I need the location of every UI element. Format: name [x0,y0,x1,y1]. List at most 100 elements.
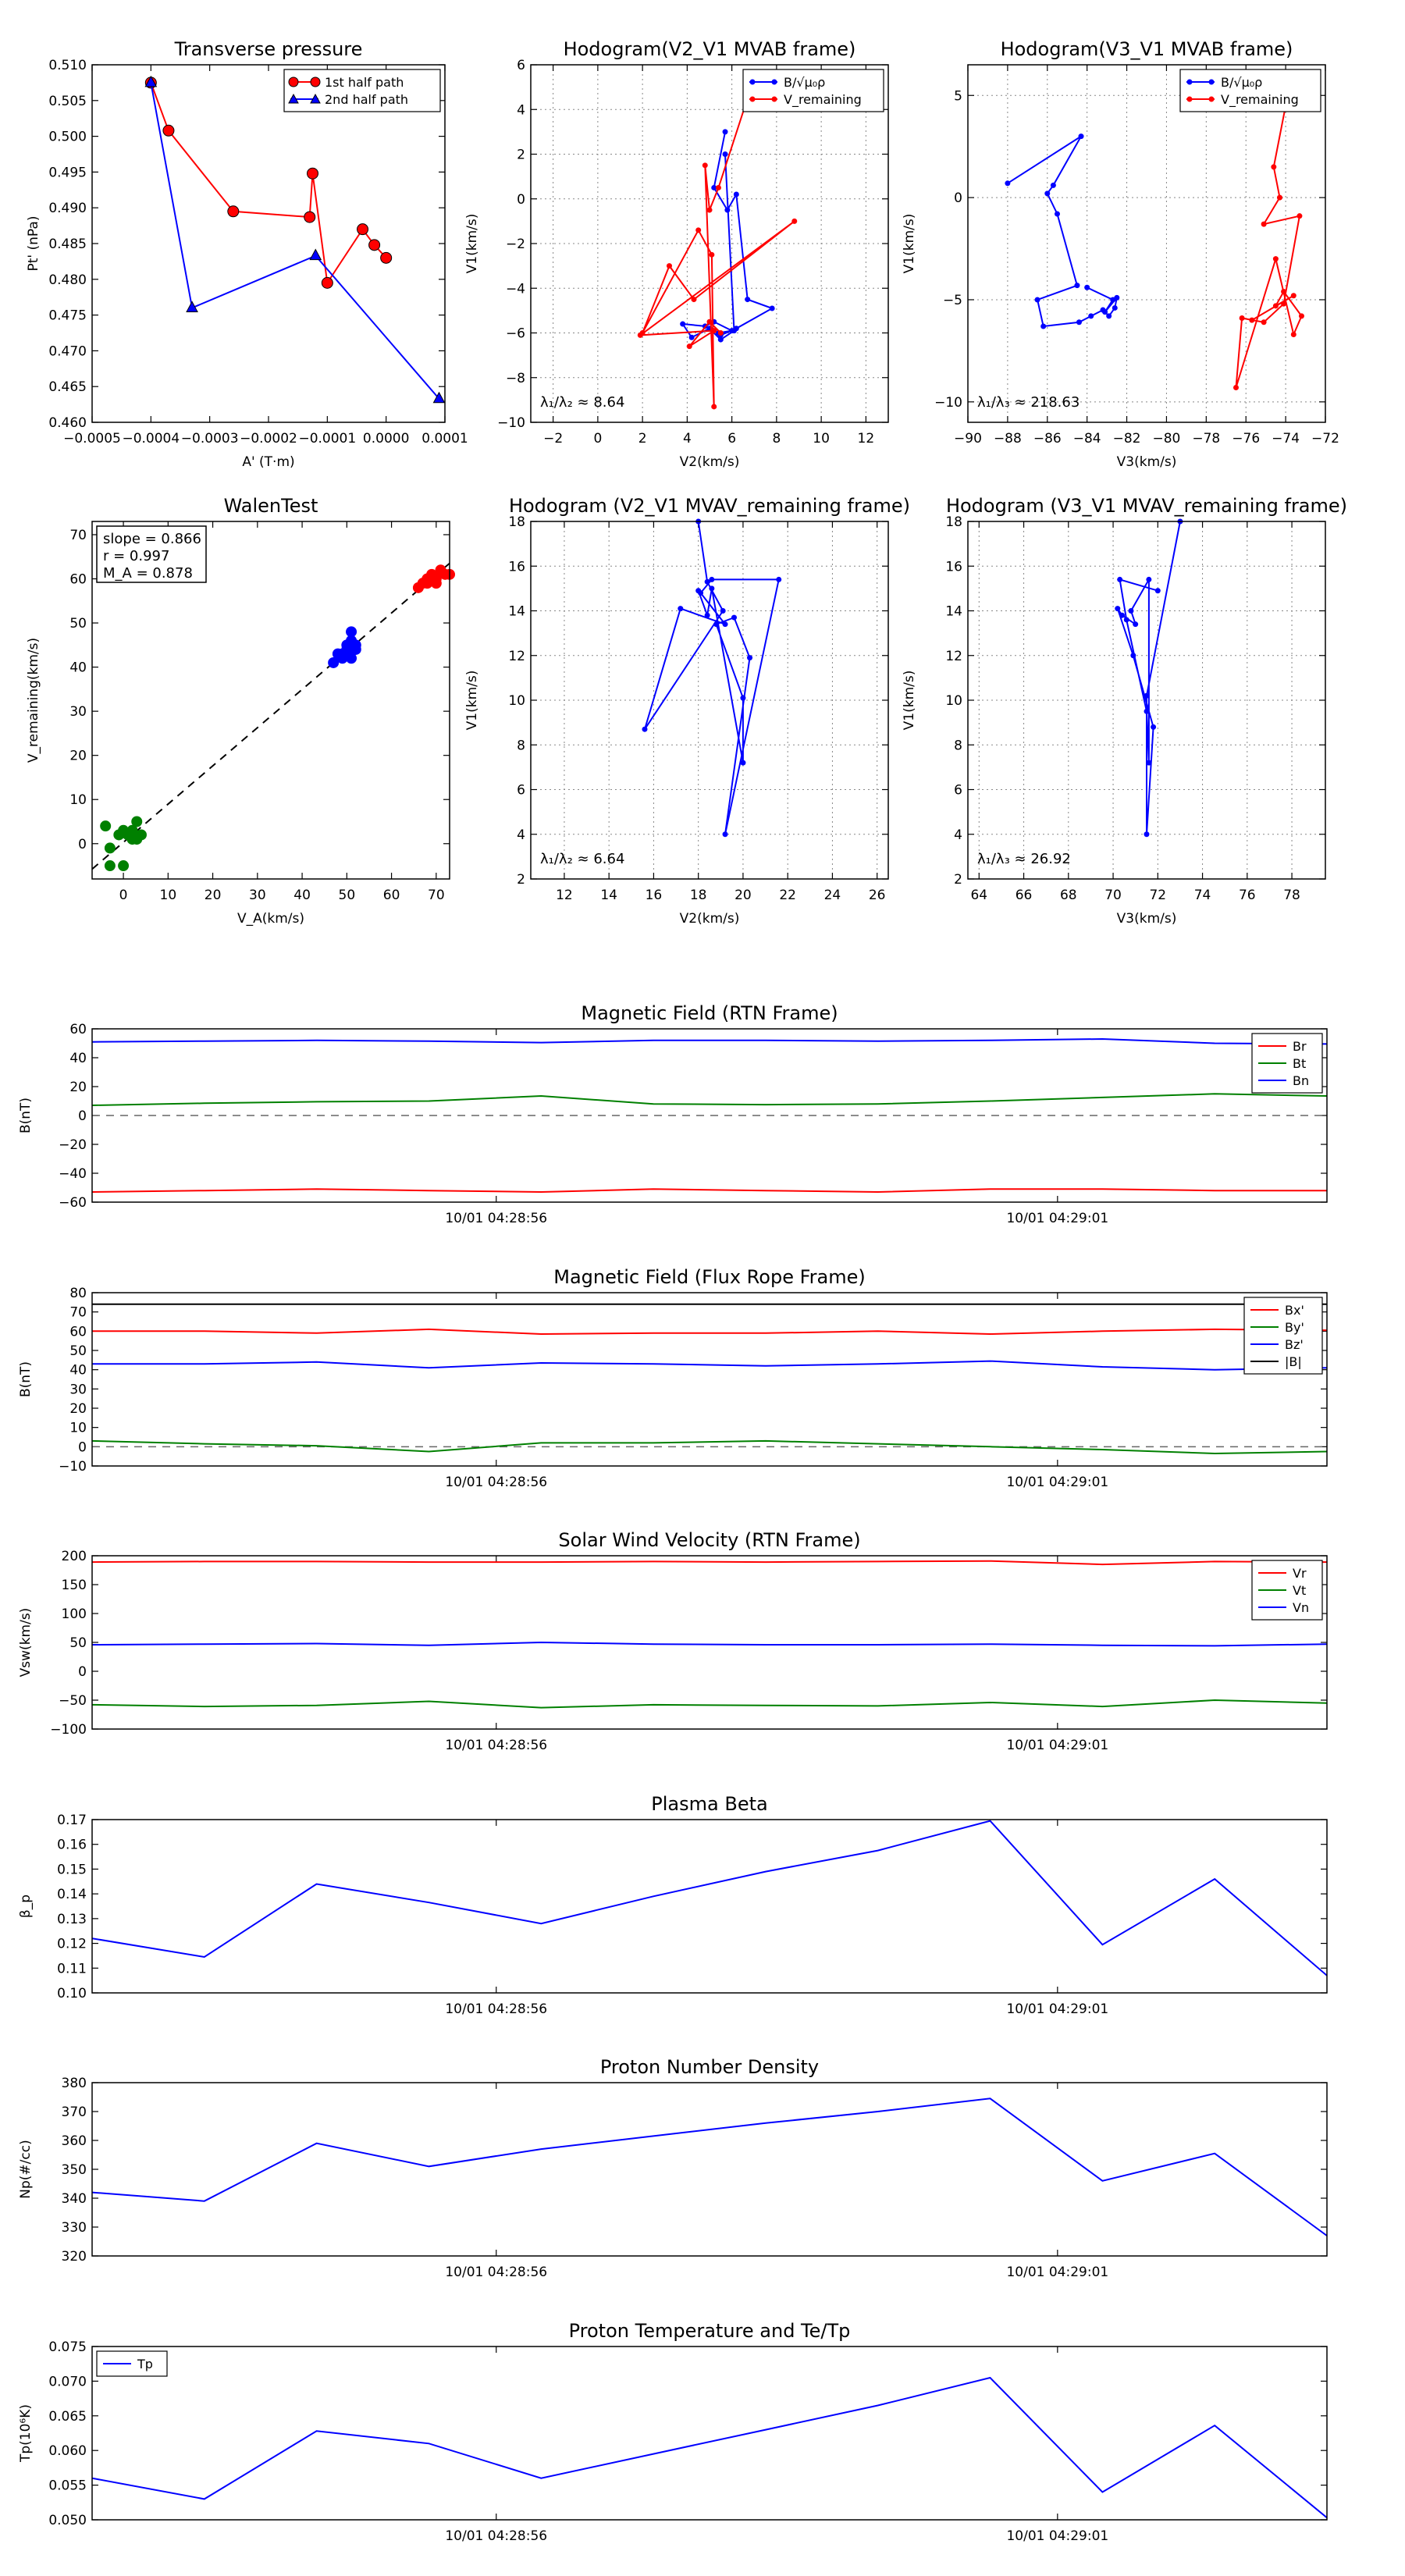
data-point [666,263,672,269]
y-axis-label: Np(#/cc) [18,2140,34,2198]
data-point [186,301,198,312]
legend-box [742,69,884,112]
data-point [1130,653,1136,659]
y-tick-label: 10 [69,1421,87,1436]
data-point [1117,576,1123,582]
x-tick-label: 60 [383,888,400,903]
series-line-Bn [92,1037,1327,1045]
data-point [711,328,717,334]
y-tick-label: −6 [506,326,525,342]
data-point [1044,190,1051,197]
data-point [637,332,643,338]
data-point [706,207,713,213]
series-line-Bx' [92,1328,1327,1336]
y-tick-label: 60 [69,1324,87,1340]
x-tick-label: −0.0001 [298,431,356,447]
data-point [722,151,728,157]
legend-label: V_remaining [784,92,862,108]
eigen-ratio-text: λ₁/λ₃ ≈ 218.63 [977,394,1080,411]
series-path [637,98,795,407]
y-tick-label: 350 [62,2162,87,2178]
plot-frame [530,64,889,423]
x-tick-label: 0.0001 [422,431,468,447]
x-tick-label: 22 [779,888,796,903]
y-tick-label: 20 [69,1401,87,1417]
legend-marker [771,96,777,102]
y-tick-label: 0.490 [48,201,87,216]
data-point [1144,831,1150,838]
y-tick-label: 2 [954,872,962,888]
y-tick-label: 0.050 [48,2513,87,2528]
data-point [709,251,715,258]
y-tick-label: 10 [945,693,962,709]
y-tick-label: −10 [497,415,525,431]
legend: Br Bt Bn [1251,1033,1323,1094]
data-point [321,276,333,289]
y-axis-label: Pt' (nPa) [26,216,41,272]
data-point [104,860,116,872]
y-axis-label: Tp(10⁶K) [18,2404,34,2463]
data-point [711,184,717,190]
data-point [1133,621,1139,628]
x-tick-label: 10/01 04:28:56 [445,2265,547,2280]
plot-frame [91,2346,1328,2521]
data-point [104,842,116,854]
y-tick-label: 16 [945,559,962,575]
chart-title: Hodogram (V2_V1 MVAV_remaining frame) [509,495,910,517]
chart-hodogram_v2v1_mvab: −2 0 2 4 6 8 10 12 −10 −8 −6 −4 −2 0 2 4 6 Hodogram(V2_V1… [464,38,889,470]
y-tick-label: −10 [59,1459,87,1475]
x-tick-label: 50 [339,888,356,903]
data-point [791,218,798,224]
legend-label: Vn [1293,1600,1309,1615]
data-point [346,626,357,638]
data-point [1233,385,1239,391]
data-point [341,639,353,651]
y-tick-label: 60 [69,1022,87,1037]
x-tick-label: −72 [1311,431,1339,447]
data-point [722,831,728,838]
x-tick-label: 70 [428,888,445,903]
data-point [769,305,775,311]
y-tick-label: 0 [78,1108,87,1124]
data-point [1298,313,1304,319]
x-tick-label: 64 [970,888,987,903]
plot-frame [530,521,889,880]
y-tick-label: 4 [517,827,525,843]
chart-title: Hodogram (V3_V1 MVAV_remaining frame) [946,495,1347,517]
legend-box [1243,1297,1323,1375]
x-tick-label: 26 [869,888,886,903]
legend: B/√μ₀ρ V_remaining [742,69,884,112]
x-tick-label: 40 [293,888,311,903]
series-path [150,82,440,400]
y-tick-label: 150 [62,1578,87,1593]
series-line-Bz' [92,1360,1327,1371]
x-tick-label: 74 [1194,888,1211,903]
x-tick-label: 0 [593,431,602,447]
y-tick-label: 0.15 [57,1862,87,1877]
y-axis-label: Vsw(km/s) [18,1608,34,1678]
x-tick-label: −78 [1192,431,1220,447]
chart-title: Transverse pressure [174,38,363,60]
legend-marker [1208,96,1215,102]
y-tick-label: 50 [69,1635,87,1651]
x-tick-label: 66 [1016,888,1033,903]
chart-title: WalenTest [224,495,318,517]
legend: 1st half path 2nd half path [283,69,441,112]
y-tick-label: 4 [954,827,962,843]
data-point [1119,612,1126,618]
stats-text: M_A = 0.878 [103,565,193,582]
data-point [709,585,715,592]
data-point [709,576,715,582]
y-tick-label: 70 [69,1305,87,1321]
x-tick-label: 10/01 04:29:01 [1006,2001,1108,2017]
x-tick-label: 10/01 04:28:56 [445,1475,547,1490]
eigen-ratio-text: λ₁/λ₃ ≈ 26.92 [977,851,1071,867]
x-axis-label: V3(km/s) [1117,454,1177,470]
x-axis-label: V2(km/s) [680,454,740,470]
data-point [1076,319,1082,326]
data-point [686,343,692,350]
y-tick-label: 0.10 [57,1986,87,2001]
y-tick-label: 370 [62,2105,87,2120]
